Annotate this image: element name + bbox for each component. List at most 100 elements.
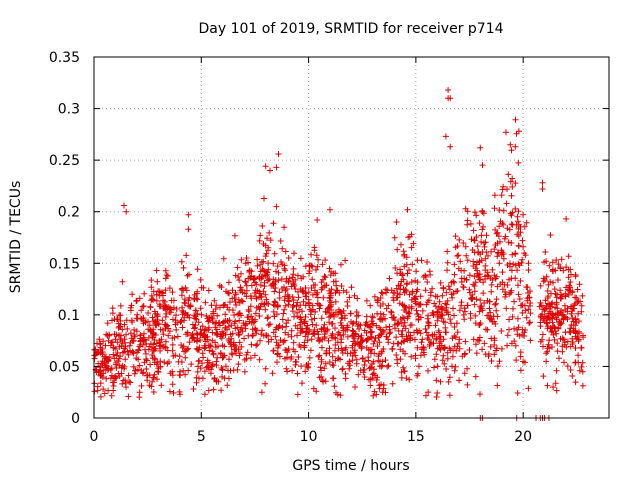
data-point [121,202,127,209]
data-point [177,368,183,375]
data-point [200,284,207,291]
data-point [334,331,341,338]
data-point [151,371,158,378]
data-point [509,221,516,228]
data-point [326,359,333,366]
data-point [146,322,153,329]
data-point [294,272,301,279]
data-point [560,336,567,343]
data-point [157,363,164,370]
data-point [282,347,289,353]
data-point [351,341,358,348]
data-point [156,292,163,299]
data-point [359,355,366,362]
data-point [508,267,515,274]
data-point [539,186,546,192]
data-point [331,347,338,354]
data-point [178,342,185,348]
data-point [436,329,443,336]
data-point [556,355,562,362]
data-point [541,313,548,319]
data-point [332,309,339,316]
data-point [126,378,133,385]
data-point [481,300,488,306]
data-point [555,325,562,332]
data-point [496,260,503,267]
data-point [193,374,200,381]
data-point [356,343,363,350]
data-point [170,297,177,304]
data-point [257,290,264,297]
data-point [294,309,301,316]
data-point [509,175,516,182]
data-point [390,297,397,304]
data-point [143,350,149,357]
data-point [233,302,239,308]
data-point [473,350,480,357]
data-point [477,391,483,398]
data-point [290,265,297,272]
data-point [481,340,488,347]
data-point [315,256,322,263]
data-point [476,308,483,315]
data-point [131,333,138,340]
data-point [326,304,333,311]
data-point [318,367,324,374]
data-point [281,297,288,304]
data-point [551,336,558,343]
data-point [377,316,384,323]
data-point [366,323,373,330]
data-point [150,374,157,381]
data-point [562,293,569,299]
data-point [235,296,242,303]
data-point [193,330,200,337]
data-point [264,277,271,284]
data-point [271,288,278,295]
data-point [434,293,441,300]
data-point [425,320,432,327]
data-point [222,324,229,331]
data-point [511,325,518,332]
data-point [191,296,198,303]
data-point [401,319,408,326]
data-point [443,289,450,296]
chart-title: Day 101 of 2019, SRMTID for receiver p71… [198,21,503,37]
data-point [177,319,184,325]
data-point [579,292,586,299]
data-point [303,362,310,368]
data-point [322,378,329,385]
data-point [129,291,136,298]
data-point [503,200,510,207]
data-point [327,272,334,279]
data-point [540,278,547,285]
data-point [412,277,419,284]
data-point [97,368,104,375]
data-point [411,336,418,343]
data-point [322,360,329,367]
data-point [557,287,564,294]
data-point [546,262,553,269]
data-point [496,207,503,213]
data-point [274,303,281,310]
data-point [405,329,412,336]
data-point [212,339,219,346]
data-point [224,382,231,389]
data-point [517,349,524,356]
data-point [150,389,157,395]
data-point [471,283,478,289]
data-point [275,151,282,157]
data-point [169,372,176,379]
data-point [515,208,522,215]
data-point [265,333,272,339]
data-point [548,290,554,297]
data-point [259,327,265,334]
data-point [117,317,124,324]
data-point [99,349,106,355]
data-point [515,128,522,135]
data-point [273,203,280,210]
data-point [262,242,269,249]
data-point [315,353,322,360]
data-point [102,342,109,349]
data-point [346,294,353,301]
data-point [574,299,581,306]
